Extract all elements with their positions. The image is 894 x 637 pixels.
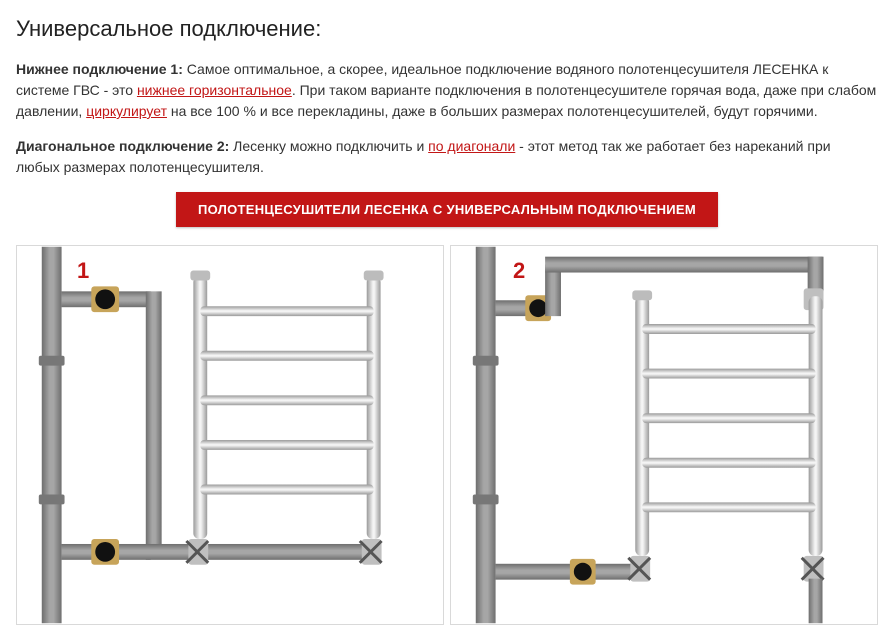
section-title: Универсальное подключение: bbox=[16, 12, 878, 45]
diagram-bottom-connection: 1 bbox=[16, 245, 444, 625]
diagram-diagonal-connection: 2 bbox=[450, 245, 878, 625]
diagram-label-2: 2 bbox=[513, 254, 525, 287]
para2-t1: Лесенку можно подключить и bbox=[229, 138, 428, 154]
link-circulates[interactable]: циркулирует bbox=[86, 103, 167, 119]
paragraph-diagonal-connection: Диагональное подключение 2: Лесенку можн… bbox=[16, 136, 878, 178]
paragraph-bottom-connection: Нижнее подключение 1: Самое оптимальное,… bbox=[16, 59, 878, 122]
diagrams-row: 1 bbox=[16, 245, 878, 625]
diagram-label-1: 1 bbox=[77, 254, 89, 287]
link-diagonal[interactable]: по диагонали bbox=[428, 138, 515, 154]
diagram1-svg bbox=[17, 246, 443, 624]
universal-connection-button[interactable]: ПОЛОТЕНЦЕСУШИТЕЛИ ЛЕСЕНКА С УНИВЕРСАЛЬНЫ… bbox=[176, 192, 718, 227]
para1-t3: на все 100 % и все перекладины, даже в б… bbox=[167, 103, 818, 119]
para1-lead: Нижнее подключение 1: bbox=[16, 61, 183, 77]
link-bottom-horizontal[interactable]: нижнее горизонтальное bbox=[137, 82, 292, 98]
para2-lead: Диагональное подключение 2: bbox=[16, 138, 229, 154]
diagram2-svg bbox=[451, 246, 877, 624]
